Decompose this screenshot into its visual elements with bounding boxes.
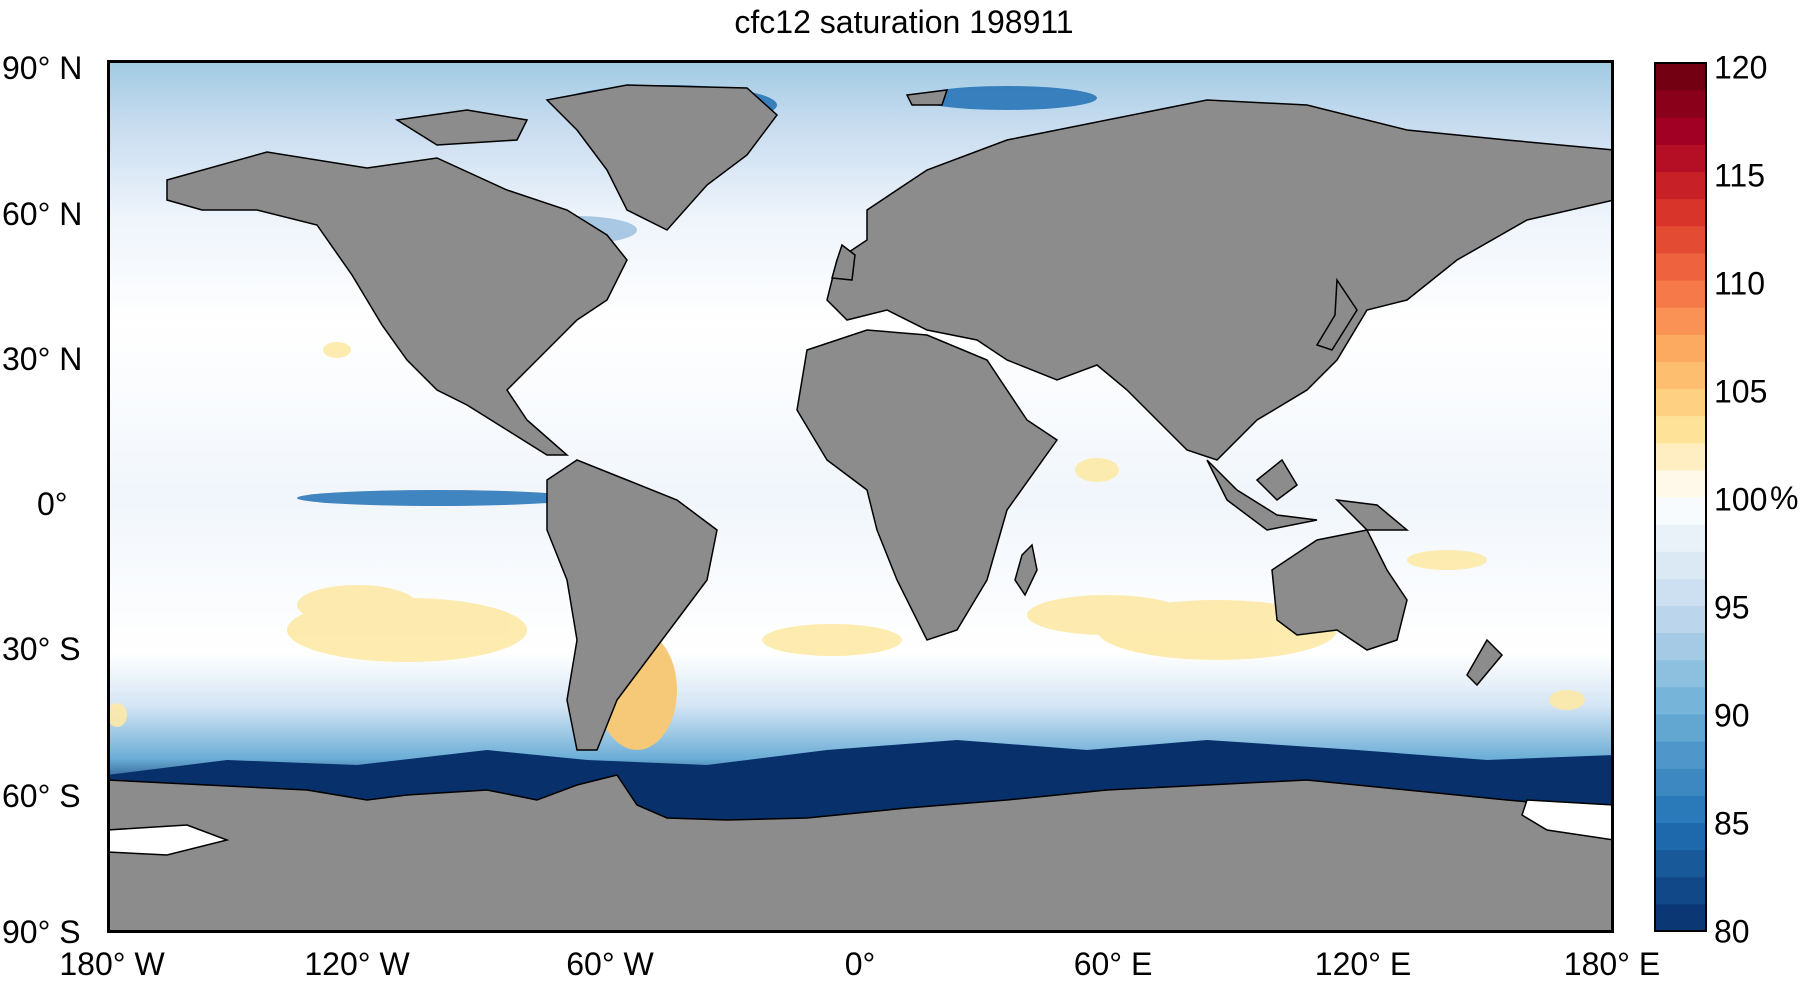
y-tick-label: 90° S — [2, 914, 81, 950]
japan — [1315, 277, 1358, 351]
colorbar-steps — [1655, 63, 1706, 932]
colorbar-tick-label: 120 — [1714, 49, 1768, 86]
colorbar-step — [1655, 334, 1706, 362]
colorbar-step — [1655, 497, 1706, 525]
colorbar-step — [1655, 469, 1706, 498]
colorbar-tick-label: 105 — [1714, 373, 1768, 410]
colorbar-step — [1655, 903, 1706, 932]
new-zealand — [1466, 638, 1504, 687]
colorbar-step — [1655, 307, 1706, 335]
africa — [796, 329, 1059, 641]
ross-ice-shelf — [1521, 799, 1614, 841]
svalbard — [905, 89, 949, 106]
colorbar-tick-label: 85 — [1714, 805, 1750, 842]
colorbar-step — [1655, 714, 1706, 742]
colorbar-step — [1655, 171, 1706, 200]
antarctica — [107, 774, 1614, 933]
colorbar-step — [1655, 361, 1706, 389]
great-britain — [831, 243, 856, 281]
x-tick-label: 180° E — [1563, 946, 1661, 982]
y-tick-label: 0° — [37, 486, 68, 522]
map-title: cfc12 saturation 198911 — [734, 4, 1074, 40]
colorbar-step — [1655, 578, 1706, 606]
colorbar-frame — [1654, 62, 1707, 932]
colorbar-step — [1655, 659, 1706, 688]
colorbar-step — [1655, 225, 1706, 254]
colorbar-step — [1655, 822, 1706, 851]
south-america — [546, 459, 718, 751]
colorbar-step — [1655, 768, 1706, 796]
colorbar-tick-label: 115 — [1714, 157, 1766, 194]
map-frame — [107, 60, 1614, 933]
colorbar-tick-label: 95 — [1714, 589, 1750, 626]
colorbar-tick-label: 100 — [1714, 481, 1768, 518]
colorbar-tick-label: 90 — [1714, 697, 1750, 734]
colorbar-step — [1655, 144, 1706, 172]
colorbar-step — [1655, 63, 1706, 91]
north-america — [166, 151, 628, 456]
colorbar-step — [1655, 442, 1706, 471]
australia — [1271, 529, 1408, 651]
ross-ice-shelf-west — [107, 824, 230, 856]
colorbar-step — [1655, 795, 1706, 823]
y-tick-label: 30° N — [2, 341, 83, 377]
colorbar-step — [1655, 632, 1706, 661]
colorbar-step — [1655, 198, 1706, 227]
sumatra-java — [1206, 459, 1318, 531]
supersaturation-patches — [107, 342, 1585, 727]
y-tick-label: 60° N — [2, 196, 83, 232]
colorbar-step — [1655, 524, 1706, 552]
new-guinea — [1334, 498, 1410, 531]
colorbar-step — [1655, 415, 1706, 444]
y-tick-label: 30° S — [2, 631, 81, 667]
colorbar-tick-label: 110 — [1714, 265, 1766, 302]
arctic-islands — [394, 109, 529, 146]
colorbar-step — [1655, 686, 1706, 715]
colorbar-step — [1655, 117, 1706, 145]
y-tick-label: 90° N — [2, 50, 83, 86]
colorbar-unit: % — [1770, 480, 1799, 516]
colorbar-step — [1655, 551, 1706, 579]
colorbar-step — [1655, 90, 1706, 118]
colorbar-step — [1655, 741, 1706, 769]
colorbar-step — [1655, 849, 1706, 878]
greenland — [545, 84, 779, 231]
madagascar — [1014, 543, 1038, 597]
x-tick-label: 60° W — [566, 946, 654, 982]
colorbar-step — [1655, 876, 1706, 905]
colorbar-tick-label: 80 — [1714, 913, 1750, 950]
eurasia — [826, 99, 1614, 461]
land-masses — [107, 84, 1614, 933]
x-tick-label: 120° W — [304, 946, 410, 982]
colorbar-step — [1655, 252, 1706, 281]
colorbar-step — [1655, 280, 1706, 308]
colorbar-step — [1655, 388, 1706, 417]
world-map — [107, 60, 1614, 933]
borneo — [1255, 458, 1298, 501]
y-tick-label: 60° S — [2, 778, 81, 814]
colorbar-step — [1655, 605, 1706, 634]
x-tick-label: 0° — [844, 946, 876, 982]
x-tick-label: 120° E — [1314, 946, 1412, 982]
x-tick-label: 180° W — [59, 946, 165, 982]
x-tick-label: 60° E — [1073, 946, 1153, 982]
